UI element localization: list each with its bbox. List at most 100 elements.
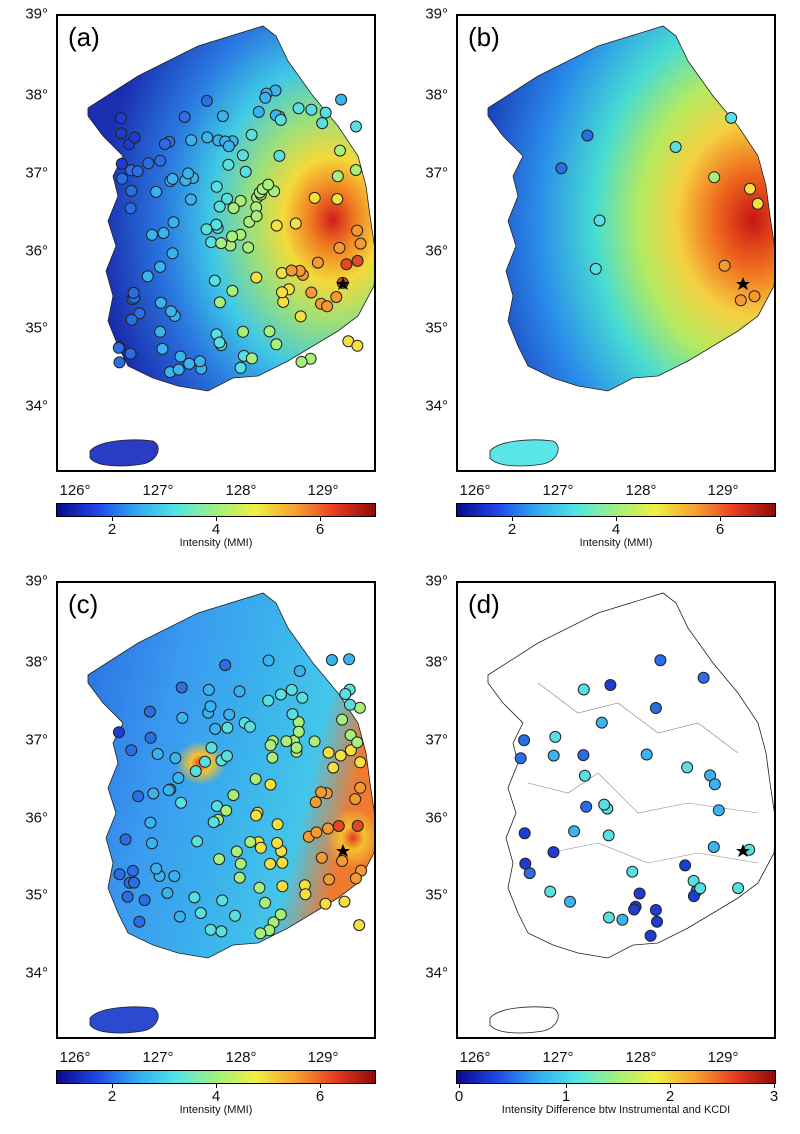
station-marker [617,914,628,925]
station-marker [214,297,225,308]
panel-label-c: (c) [68,589,98,620]
station-marker [228,203,239,214]
colorbar-c [56,1070,376,1084]
station-marker [129,132,140,143]
station-marker [176,797,187,808]
lon-label: 128° [211,482,271,499]
station-marker [167,248,178,259]
station-marker [311,827,322,838]
station-marker [116,113,127,124]
station-marker [217,895,228,906]
station-marker [680,860,691,871]
station-marker [173,364,184,375]
station-marker [129,877,140,888]
panel-b: (b) 39° 38° 37° 36° 35° 34° 126° 127° 12… [400,0,800,567]
station-marker [234,872,245,883]
station-marker [335,750,346,761]
station-marker [275,689,286,700]
station-marker [166,306,177,317]
panel-label-a: (a) [68,22,100,53]
station-marker [169,871,180,882]
station-marker [200,756,211,767]
station-marker [306,104,317,115]
station-marker [331,292,342,303]
station-marker [339,896,350,907]
station-marker [271,220,282,231]
station-marker [214,854,225,865]
station-marker [245,721,256,732]
lat-label: 34° [0,398,48,415]
station-marker [246,129,257,140]
station-marker [223,159,234,170]
station-marker [316,852,327,863]
panel-d: (d) 39° 38° 37° 36° 35° 34° 126° 127° 12… [400,567,800,1134]
station-marker [578,684,589,695]
lat-label: 35° [0,887,48,904]
intensity-map-c [58,583,374,1037]
station-marker [220,660,231,671]
station-marker [272,838,283,849]
station-marker [713,805,724,816]
lat-label: 35° [400,887,448,904]
lat-label: 36° [0,243,48,260]
colorbar-a [56,503,376,517]
station-marker [116,128,127,139]
station-marker [190,766,201,777]
station-marker [146,838,157,849]
station-marker [350,873,361,884]
station-marker [277,287,288,298]
station-marker [515,753,526,764]
station-marker [355,757,366,768]
station-marker [745,183,756,194]
station-marker [155,326,166,337]
station-marker [287,709,298,720]
station-marker [296,356,307,367]
lon-label: 129° [693,1049,753,1066]
jeju-island [490,1007,558,1033]
station-marker [719,260,730,271]
station-marker [333,821,344,832]
station-marker [139,895,150,906]
intensity-map-b [458,16,774,470]
station-marker [133,791,144,802]
station-marker [263,179,274,190]
station-marker [267,752,278,763]
station-marker [312,257,323,268]
station-marker [237,150,248,161]
station-marker [599,799,610,810]
station-marker [335,145,346,156]
difference-map-d [458,583,774,1037]
station-marker [255,928,266,939]
station-marker [336,94,347,105]
station-marker [134,916,145,927]
station-marker [163,785,174,796]
station-marker [260,92,271,103]
station-marker [222,193,233,204]
station-marker [354,702,365,713]
station-marker [114,869,125,880]
station-marker [246,353,257,364]
map-frame-a: (a) [56,14,376,472]
station-marker [125,348,136,359]
station-marker [578,750,589,761]
station-marker [174,911,185,922]
lon-label: 126° [45,482,105,499]
panel-c: (c) 39° 38° 37° 36° 35° 34° 126° 127° 12… [0,567,400,1134]
station-marker [627,866,638,877]
station-marker [195,908,206,919]
station-marker [320,898,331,909]
station-marker [355,238,366,249]
station-marker [582,130,593,141]
station-marker [550,731,561,742]
lon-label: 128° [211,1049,271,1066]
station-marker [275,909,286,920]
station-marker [245,837,256,848]
station-marker [354,920,365,931]
lat-label: 39° [0,6,48,23]
lat-label: 38° [400,654,448,671]
station-marker [352,737,363,748]
station-marker [695,883,706,894]
lat-label: 39° [0,573,48,590]
station-marker [155,297,166,308]
station-marker [352,225,363,236]
